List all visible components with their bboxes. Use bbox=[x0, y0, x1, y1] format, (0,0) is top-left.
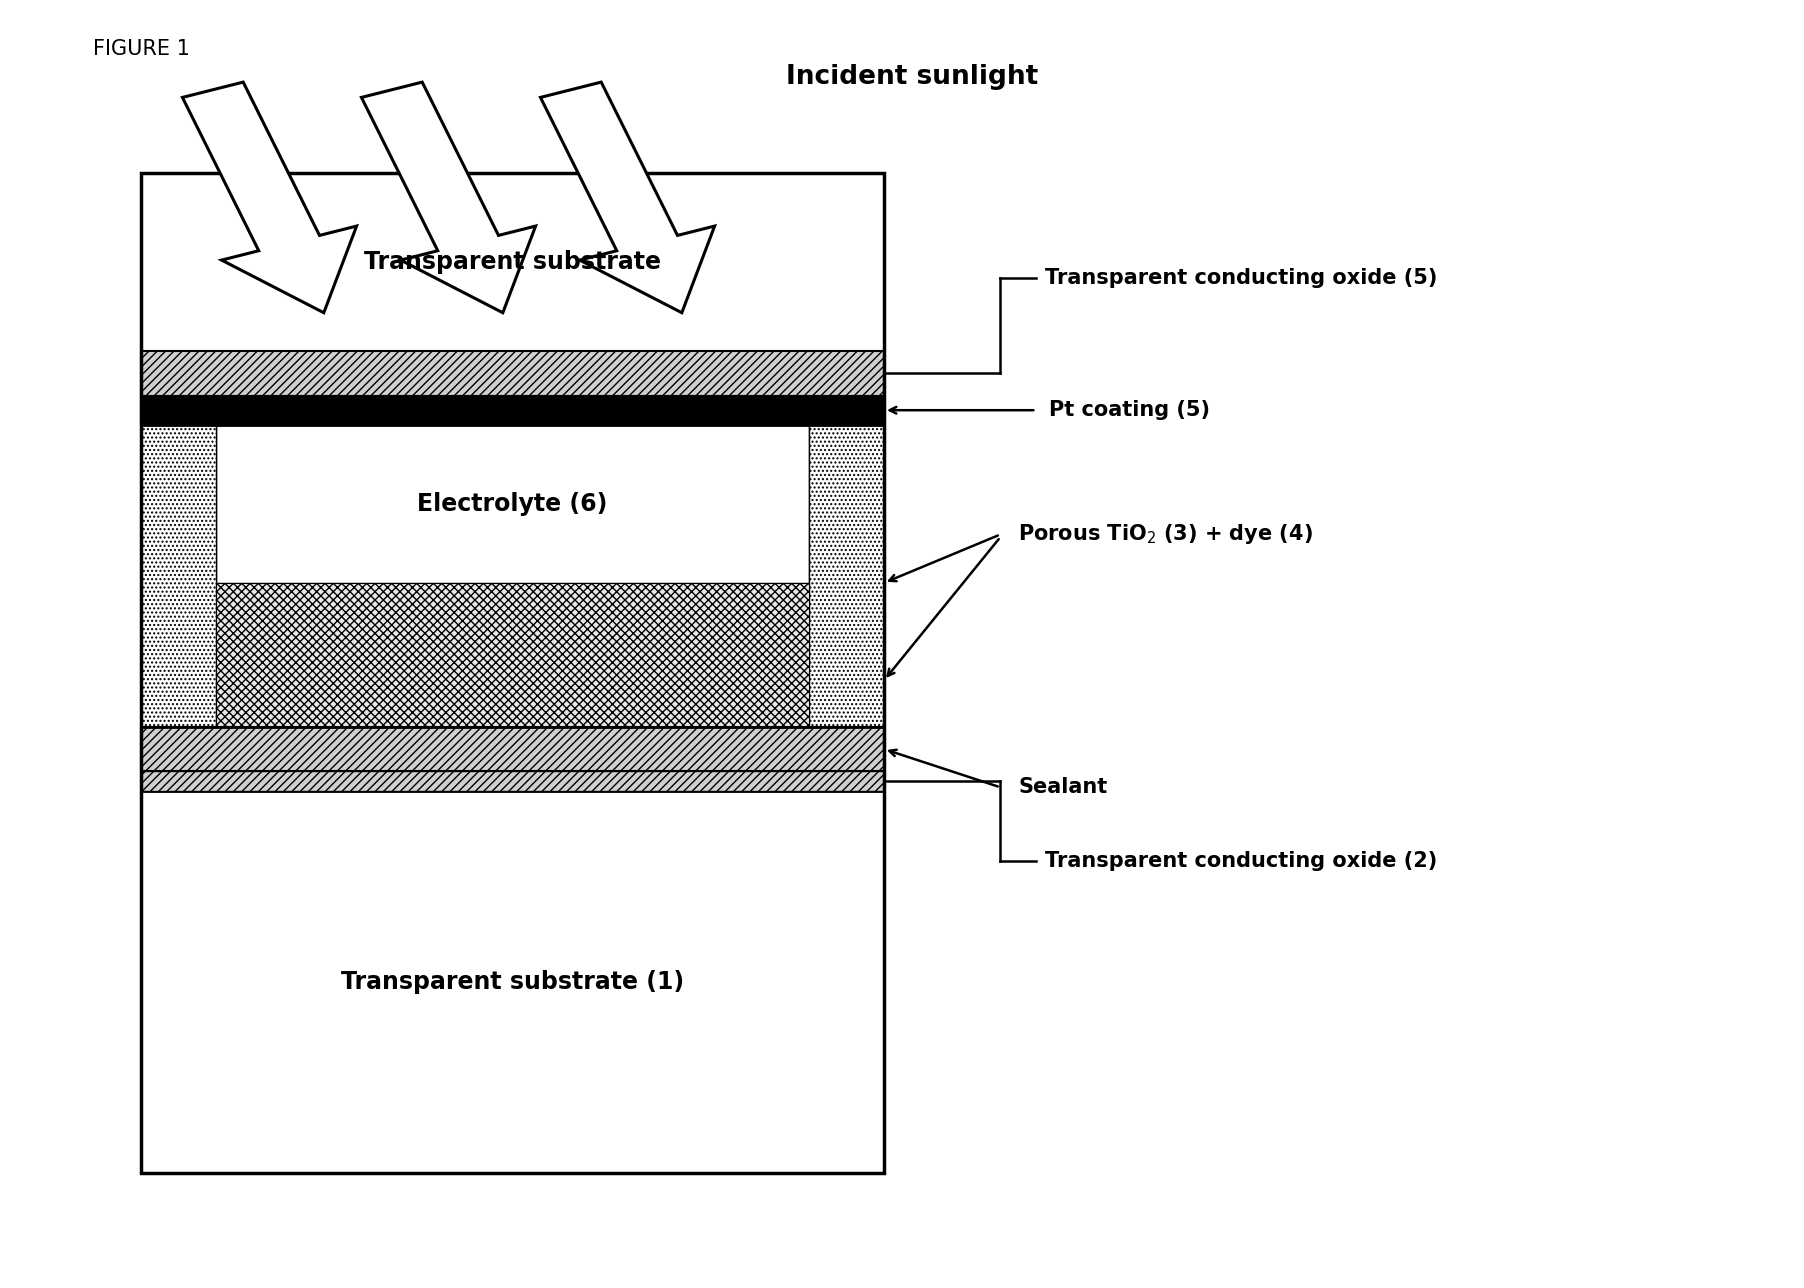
Polygon shape bbox=[182, 82, 357, 313]
Bar bbox=[808, 425, 884, 726]
Text: Transparent substrate: Transparent substrate bbox=[364, 250, 660, 274]
Bar bbox=[141, 425, 216, 726]
Text: Incident sunlight: Incident sunlight bbox=[787, 64, 1037, 90]
Bar bbox=[216, 583, 808, 726]
Text: Pt coating (5): Pt coating (5) bbox=[1048, 401, 1210, 420]
Bar bbox=[141, 395, 884, 425]
Polygon shape bbox=[541, 82, 714, 313]
Bar bbox=[141, 791, 884, 1173]
Bar bbox=[141, 173, 884, 1173]
Bar bbox=[141, 173, 884, 350]
Bar bbox=[141, 350, 884, 395]
Polygon shape bbox=[361, 82, 536, 313]
Text: Transparent conducting oxide (5): Transparent conducting oxide (5) bbox=[1045, 268, 1438, 287]
Text: Transparent conducting oxide (2): Transparent conducting oxide (2) bbox=[1045, 850, 1438, 871]
Text: FIGURE 1: FIGURE 1 bbox=[92, 39, 189, 59]
Bar bbox=[141, 726, 884, 772]
Bar bbox=[141, 772, 884, 791]
Bar bbox=[141, 425, 884, 726]
Text: Electrolyte (6): Electrolyte (6) bbox=[417, 492, 608, 516]
Text: Sealant: Sealant bbox=[1017, 778, 1108, 797]
Text: Transparent substrate (1): Transparent substrate (1) bbox=[341, 970, 684, 993]
Bar bbox=[216, 425, 808, 583]
Text: Porous TiO$_2$ (3) + dye (4): Porous TiO$_2$ (3) + dye (4) bbox=[1017, 523, 1313, 546]
